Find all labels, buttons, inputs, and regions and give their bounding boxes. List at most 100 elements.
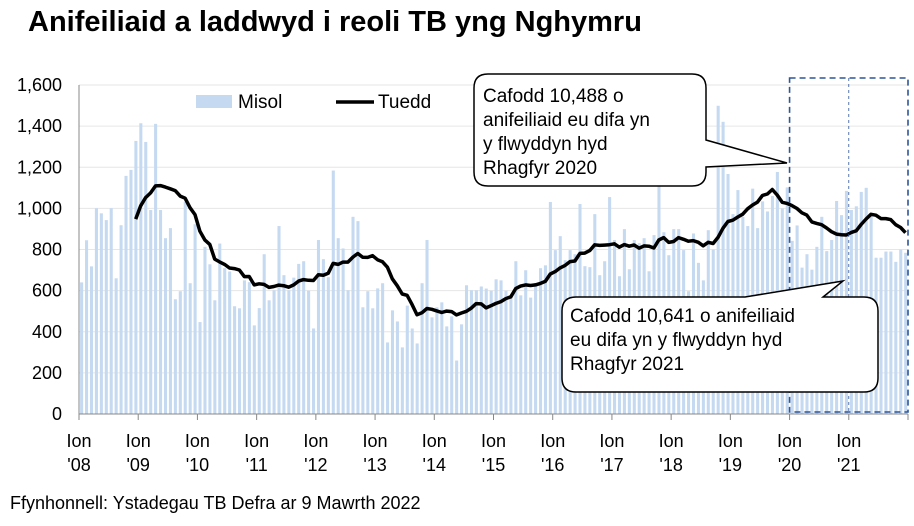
annotation-text: y flwyddyn hyd xyxy=(483,134,608,155)
x-tick-month: Ion xyxy=(836,431,861,451)
bar-misol xyxy=(386,342,390,414)
bar-misol xyxy=(262,254,266,414)
bar-misol xyxy=(509,295,513,414)
annotation-text: Rhagfyr 2020 xyxy=(483,158,597,179)
bar-misol xyxy=(524,270,528,414)
bar-misol xyxy=(129,169,133,414)
bar-misol xyxy=(163,238,168,414)
bar-misol xyxy=(884,251,888,414)
x-tick-year: '21 xyxy=(837,455,860,475)
bar-misol xyxy=(410,328,414,414)
trend-line-tuedd xyxy=(134,183,907,317)
bar-misol xyxy=(331,170,335,414)
bar-misol xyxy=(89,266,94,414)
x-tick-month: Ion xyxy=(126,431,151,451)
bar-misol xyxy=(726,174,730,414)
bar-misol xyxy=(558,236,562,414)
bar-misol xyxy=(223,268,227,414)
annotation-text: eu difa yn y flwyddyn hyd xyxy=(570,330,782,351)
bar-misol xyxy=(272,290,276,414)
bar-misol xyxy=(119,225,123,414)
bar-misol xyxy=(899,249,903,414)
y-tick-label: 1,600 xyxy=(17,75,62,95)
bar-misol xyxy=(114,278,118,414)
x-tick-year: '10 xyxy=(186,455,209,475)
x-tick-month: Ion xyxy=(540,431,565,451)
bar-misol xyxy=(721,121,725,414)
bar-misol xyxy=(159,210,163,414)
x-tick-month: Ion xyxy=(244,431,269,451)
x-tick-year: '11 xyxy=(246,455,268,475)
bar-misol xyxy=(381,283,385,414)
bar-misol xyxy=(376,288,380,414)
bar-misol xyxy=(341,248,345,414)
bar-misol xyxy=(464,285,469,414)
bar-misol xyxy=(237,308,242,414)
bar-misol xyxy=(292,277,296,414)
bar-misol xyxy=(450,316,454,414)
bar-misol xyxy=(321,259,325,414)
bar-misol xyxy=(479,286,483,414)
bar-misol xyxy=(879,257,883,414)
bar-misol xyxy=(282,275,286,414)
bar-misol xyxy=(242,280,246,414)
bar-misol xyxy=(307,290,311,414)
bar-misol xyxy=(356,221,360,414)
annotation-text: Cafodd 10,641 o anifeiliaid xyxy=(570,306,795,327)
y-tick-label: 200 xyxy=(32,363,62,383)
bar-misol xyxy=(346,290,350,414)
bar-misol xyxy=(474,290,478,414)
bar-misol xyxy=(85,240,89,414)
bar-misol xyxy=(455,360,459,414)
bar-misol xyxy=(139,123,143,414)
x-tick-year: '12 xyxy=(304,455,327,475)
legend-label-misol: Misol xyxy=(238,92,282,113)
x-tick-year: '19 xyxy=(719,455,742,475)
x-tick-year: '08 xyxy=(67,455,90,475)
x-tick-year: '18 xyxy=(659,455,682,475)
bar-misol xyxy=(415,343,419,414)
bar-misol xyxy=(134,140,138,414)
highlight-box-2020-2021 xyxy=(788,77,909,413)
bar-misol xyxy=(104,220,108,414)
y-tick-label: 1,400 xyxy=(17,116,62,136)
legend-swatch-misol xyxy=(196,95,232,108)
bar-misol xyxy=(445,326,449,414)
bar-misol xyxy=(188,283,192,414)
bar-misol xyxy=(904,252,908,414)
annotation-text: Cafodd 10,488 o xyxy=(483,86,624,107)
bar-misol xyxy=(287,290,291,414)
y-tick-label: 600 xyxy=(32,281,62,301)
bar-misol xyxy=(312,328,316,414)
bar-misol xyxy=(198,322,202,414)
bar-misol xyxy=(514,261,518,414)
x-tick-year: '15 xyxy=(482,455,505,475)
bar-misol xyxy=(440,302,444,414)
x-tick-month: Ion xyxy=(303,431,328,451)
bar-misol xyxy=(228,271,232,414)
bar-misol xyxy=(336,238,340,414)
bar-misol xyxy=(390,310,395,414)
bar-misol xyxy=(534,283,538,414)
x-tick-year: '13 xyxy=(363,455,386,475)
x-tick-year: '17 xyxy=(600,455,623,475)
x-tick-month: Ion xyxy=(718,431,743,451)
x-tick-month: Ion xyxy=(659,431,684,451)
bar-misol xyxy=(529,297,533,414)
y-tick-label: 0 xyxy=(52,404,62,424)
bar-misol xyxy=(109,208,113,414)
y-tick-label: 800 xyxy=(32,240,62,260)
y-tick-label: 400 xyxy=(32,322,62,342)
bar-misol xyxy=(124,175,128,414)
bar-misol xyxy=(889,251,893,414)
x-tick-month: Ion xyxy=(66,431,91,451)
bar-misol xyxy=(193,224,197,414)
y-tick-label: 1,200 xyxy=(17,157,62,177)
x-tick-year: '09 xyxy=(126,455,149,475)
bar-misol xyxy=(252,325,256,414)
bar-misol xyxy=(716,105,720,414)
bar-misol xyxy=(247,282,251,414)
bar-misol xyxy=(400,347,404,414)
bar-misol xyxy=(484,288,488,414)
